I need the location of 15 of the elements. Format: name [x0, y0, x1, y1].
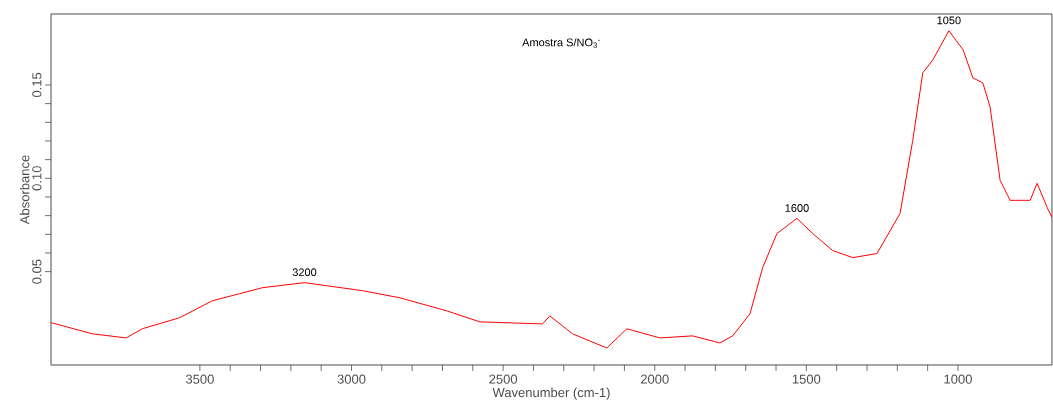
x-tick-label: 3500 [185, 374, 214, 384]
x-tick-label: 2500 [489, 374, 518, 384]
y-tick-label: 0.05 [32, 259, 42, 284]
line-series [51, 30, 1052, 349]
y-tick-label: 0.10 [32, 166, 42, 191]
y-axis-title: Absorbance [19, 155, 30, 225]
x-tick-label: 1500 [792, 374, 821, 384]
x-axis-title: Wavenumber (cm-1) [492, 387, 610, 400]
x-tick-label: 2000 [640, 374, 669, 384]
x-tick-label: 1000 [944, 374, 972, 384]
y-tick-label: 0.15 [32, 72, 42, 98]
annotation: 3200 [292, 268, 317, 277]
annotation: 1600 [785, 204, 809, 212]
x-tick-label: 3000 [337, 374, 366, 384]
annotation: 1050 [937, 16, 961, 25]
